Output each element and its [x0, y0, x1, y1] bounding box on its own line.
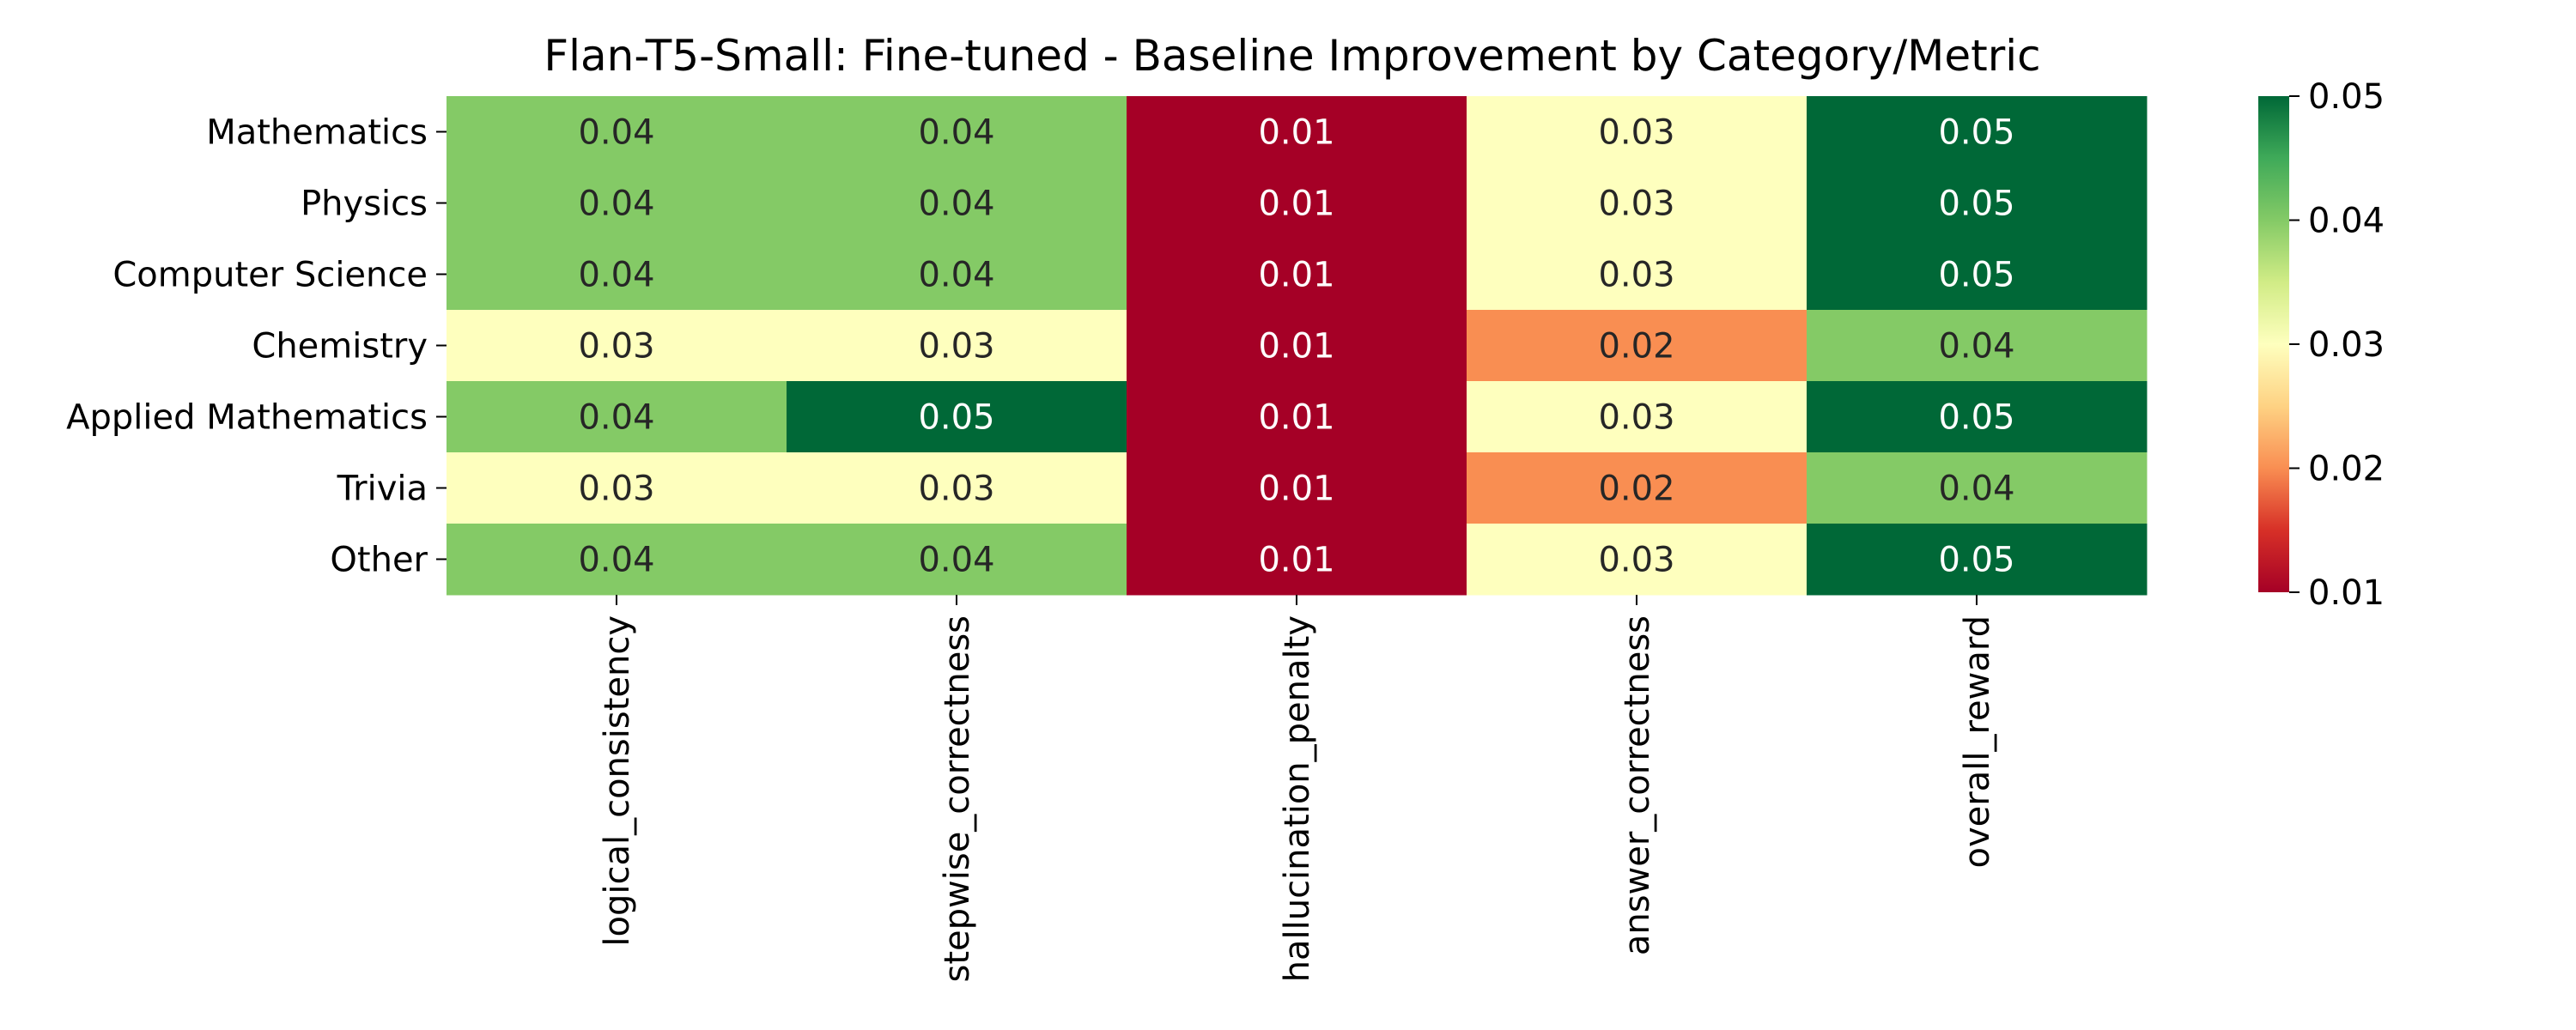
cell-value-label: 0.02 [1598, 470, 1674, 509]
cell-value-label: 0.05 [1938, 398, 2014, 438]
cell-value-label: 0.05 [1938, 541, 2014, 580]
column-label: logical_consistency [598, 615, 637, 947]
colorbar-tick-label: 0.02 [2308, 450, 2385, 489]
cell-value-label: 0.01 [1258, 185, 1334, 224]
column-label: answer_correctness [1618, 615, 1657, 955]
colorbar-tick-label: 0.04 [2308, 202, 2385, 241]
row-label: Trivia [337, 470, 428, 509]
cell-value-label: 0.04 [578, 256, 654, 295]
cell-value-label: 0.03 [1598, 541, 1674, 580]
colorbar-tick-label: 0.03 [2308, 325, 2385, 365]
cell-value-label: 0.03 [918, 470, 994, 509]
column-label: overall_reward [1958, 615, 1997, 868]
cell-value-label: 0.03 [578, 470, 654, 509]
cell-value-label: 0.03 [1598, 256, 1674, 295]
colorbar: 0.01 0.02 0.03 0.04 0.05 [2258, 77, 2385, 613]
cell-value-label: 0.05 [1938, 256, 2014, 295]
row-label: Other [330, 541, 428, 580]
row-label: Chemistry [252, 327, 428, 367]
cell-value-label: 0.01 [1258, 113, 1334, 153]
cell-value-label: 0.01 [1258, 327, 1334, 367]
colorbar-tick-label: 0.05 [2308, 77, 2385, 117]
column-label: hallucination_penalty [1278, 615, 1317, 982]
row-label: Computer Science [112, 256, 428, 295]
row-label: Physics [301, 185, 428, 224]
cell-value-label: 0.01 [1258, 470, 1334, 509]
heatmap-cells: 0.04 0.04 0.01 0.03 0.05 0.04 0.04 0.01 0.03 0.05… [447, 96, 2148, 596]
cell-value-label: 0.04 [1938, 470, 2014, 509]
row-label: Applied Mathematics [66, 398, 428, 438]
cell-value-label: 0.03 [578, 327, 654, 367]
row-label: Mathematics [206, 113, 428, 153]
cell-value-label: 0.04 [578, 113, 654, 153]
cell-value-label: 0.03 [918, 327, 994, 367]
column-labels: logical_consistency stepwise_correctness h… [598, 595, 1997, 983]
cell-value-label: 0.04 [918, 185, 994, 224]
cell-value-label: 0.05 [1938, 113, 2014, 153]
cell-value-label: 0.04 [918, 256, 994, 295]
cell-value-label: 0.02 [1598, 327, 1674, 367]
cell-value-label: 0.03 [1598, 113, 1674, 153]
cell-value-label: 0.04 [578, 185, 654, 224]
cell-value-label: 0.01 [1258, 398, 1334, 438]
cell-value-label: 0.04 [918, 541, 994, 580]
cell-value-label: 0.03 [1598, 398, 1674, 438]
colorbar-tick-label: 0.01 [2308, 573, 2385, 613]
cell-value-label: 0.04 [1938, 327, 2014, 367]
colorbar-gradient [2258, 96, 2289, 592]
cell-value-label: 0.01 [1258, 256, 1334, 295]
cell-value-label: 0.04 [578, 398, 654, 438]
cell-value-label: 0.04 [918, 113, 994, 153]
cell-value-label: 0.05 [918, 398, 994, 438]
chart-title: Flan-T5-Small: Fine-tuned - Baseline Imp… [544, 31, 2040, 81]
cell-value-label: 0.01 [1258, 541, 1334, 580]
column-label: stepwise_correctness [938, 615, 977, 983]
colorbar-ticks: 0.01 0.02 0.03 0.04 0.05 [2289, 77, 2385, 613]
cell-value-label: 0.03 [1598, 185, 1674, 224]
row-labels: Mathematics Physics Computer Science Chemis… [66, 113, 447, 580]
cell-value-label: 0.05 [1938, 185, 2014, 224]
cell-value-label: 0.04 [578, 541, 654, 580]
